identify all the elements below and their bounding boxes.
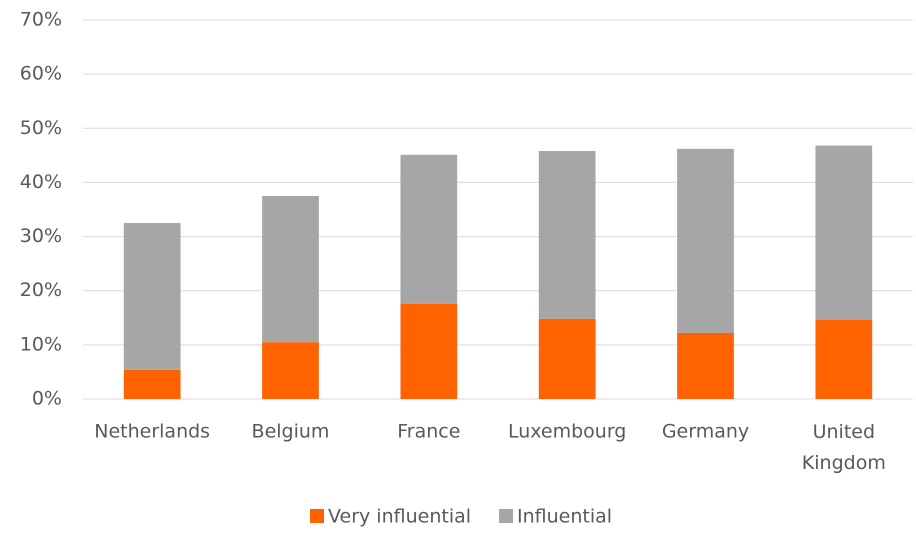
bar-segment <box>538 151 596 319</box>
y-tick-label: 20% <box>20 279 62 301</box>
legend-label: Influential <box>517 506 612 528</box>
y-tick-label: 0% <box>32 388 62 410</box>
legend-swatch <box>499 509 514 523</box>
bar-segment <box>400 154 458 304</box>
x-tick-label: United Kingdom <box>802 421 886 474</box>
y-tick-label: 70% <box>20 9 62 31</box>
y-tick-label: 10% <box>20 333 62 355</box>
y-tick-label: 50% <box>20 117 62 139</box>
bar-segment <box>677 332 734 399</box>
bar-segment <box>538 318 596 399</box>
bar-segment <box>677 148 734 333</box>
legend-label: Very influential <box>328 506 471 528</box>
x-tick-label: Luxembourg <box>508 421 626 443</box>
y-tick-label: 30% <box>20 225 62 247</box>
bar-segment <box>815 319 873 399</box>
x-tick-label: Germany <box>662 421 749 443</box>
legend-swatch <box>310 509 324 523</box>
bar-segment <box>262 342 319 399</box>
x-tick-label: Belgium <box>252 421 330 443</box>
bar-segment <box>262 195 319 343</box>
bar-segment <box>123 369 181 399</box>
y-tick-label: 40% <box>20 171 62 193</box>
bar-segment <box>815 145 873 320</box>
y-tick-label: 60% <box>20 63 62 85</box>
x-tick-label: Netherlands <box>94 421 210 443</box>
bar-segment <box>400 303 458 399</box>
bar-segment <box>123 223 181 370</box>
x-tick-label: France <box>397 421 460 443</box>
